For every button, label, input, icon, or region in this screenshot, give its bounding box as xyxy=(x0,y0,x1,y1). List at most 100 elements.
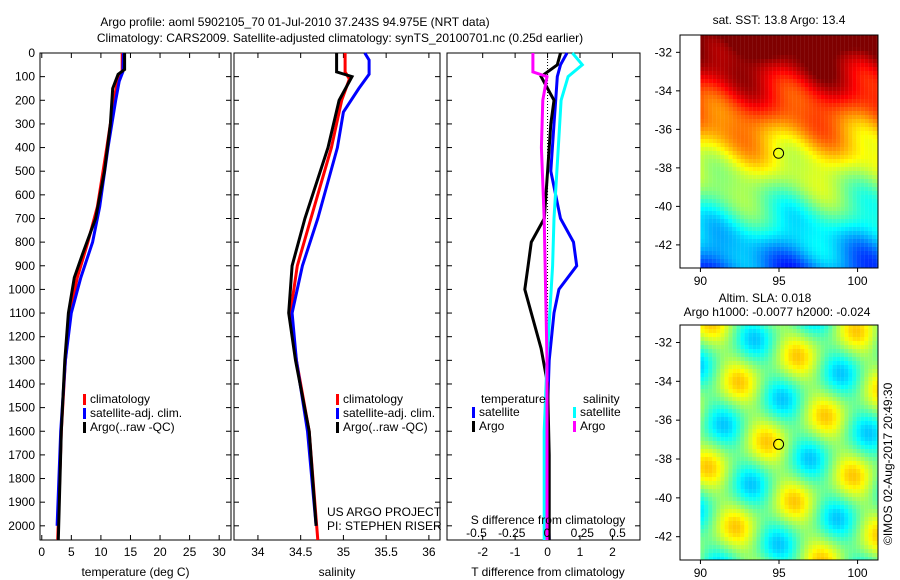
map-cell xyxy=(720,75,725,79)
map-cell xyxy=(820,255,825,259)
map-cell xyxy=(708,405,713,409)
map-cell xyxy=(768,481,773,485)
map-cell xyxy=(724,95,729,99)
map-cell xyxy=(732,55,737,59)
map-cell xyxy=(772,199,777,203)
map-cell xyxy=(784,549,789,553)
map-cell xyxy=(780,525,785,529)
map-cell xyxy=(804,361,809,365)
map-cell xyxy=(812,397,817,401)
map-cell xyxy=(728,381,733,385)
map-cell xyxy=(708,365,713,369)
map-cell xyxy=(748,199,753,203)
map-cell xyxy=(868,187,873,191)
map-cell xyxy=(808,453,813,457)
map-cell xyxy=(732,509,737,513)
map-cell xyxy=(824,167,829,171)
map-cell xyxy=(776,127,781,131)
map-cell xyxy=(756,151,761,155)
map-cell xyxy=(832,35,837,39)
map-cell xyxy=(764,223,769,227)
map-cell xyxy=(708,417,713,421)
map-cell xyxy=(720,71,725,75)
map-cell xyxy=(740,47,745,51)
map-cell xyxy=(800,175,805,179)
map-cell xyxy=(836,517,841,521)
map-cell xyxy=(752,421,757,425)
map-cell xyxy=(712,445,717,449)
map-cell xyxy=(776,147,781,151)
map-cell xyxy=(720,505,725,509)
map-cell xyxy=(760,497,765,501)
map-cell xyxy=(820,39,825,43)
map-cell xyxy=(828,167,833,171)
map-cell xyxy=(712,99,717,103)
map-cell xyxy=(864,123,869,127)
map-cell xyxy=(816,95,821,99)
map-cell xyxy=(748,469,753,473)
map-cell xyxy=(708,39,713,43)
map-cell xyxy=(808,389,813,393)
map-cell xyxy=(704,35,709,39)
map-cell xyxy=(728,87,733,91)
map-cell xyxy=(708,461,713,465)
map-cell xyxy=(824,401,829,405)
map-cell xyxy=(736,385,741,389)
map-cell xyxy=(816,345,821,349)
map-cell xyxy=(732,115,737,119)
map-cell xyxy=(724,441,729,445)
map-cell xyxy=(784,361,789,365)
map-cell xyxy=(828,461,833,465)
map-cell xyxy=(732,123,737,127)
map-cell xyxy=(840,175,845,179)
map-cell xyxy=(700,473,705,477)
map-cell xyxy=(868,251,873,255)
map-cell xyxy=(704,457,709,461)
map-cell xyxy=(804,461,809,465)
map-cell xyxy=(812,373,817,377)
map-cell xyxy=(724,151,729,155)
map-cell xyxy=(820,203,825,207)
map-cell xyxy=(776,469,781,473)
map-cell xyxy=(752,95,757,99)
map-cell xyxy=(724,413,729,417)
map-cell xyxy=(800,255,805,259)
map-cell xyxy=(700,47,705,51)
map-cell xyxy=(860,247,865,251)
map-cell xyxy=(704,123,709,127)
map-cell xyxy=(828,91,833,95)
map-cell xyxy=(780,341,785,345)
map-cell xyxy=(800,481,805,485)
map-cell xyxy=(792,457,797,461)
map-cell xyxy=(704,51,709,55)
map-cell xyxy=(744,227,749,231)
map-cell xyxy=(768,349,773,353)
map-cell xyxy=(704,103,709,107)
map-cell xyxy=(852,243,857,247)
map-cell xyxy=(860,143,865,147)
map-cell xyxy=(836,413,841,417)
map-cell xyxy=(760,509,765,513)
map-cell xyxy=(716,155,721,159)
map-cell xyxy=(724,409,729,413)
xtick-label: 1 xyxy=(577,545,584,559)
map-cell xyxy=(736,175,741,179)
map-cell xyxy=(732,409,737,413)
map-cell xyxy=(860,99,865,103)
map-cell xyxy=(752,413,757,417)
map-cell xyxy=(872,199,877,203)
map-cell xyxy=(816,251,821,255)
map-cell xyxy=(844,163,849,167)
map-cell xyxy=(744,465,749,469)
map-cell xyxy=(768,119,773,123)
map-cell xyxy=(704,529,709,533)
map-cell xyxy=(752,67,757,71)
map-cell xyxy=(768,525,773,529)
map-cell xyxy=(832,501,837,505)
map-cell xyxy=(840,263,845,267)
map-cell xyxy=(816,199,821,203)
map-cell xyxy=(840,377,845,381)
map-cell xyxy=(744,231,749,235)
map-cell xyxy=(716,485,721,489)
map-cell xyxy=(752,115,757,119)
